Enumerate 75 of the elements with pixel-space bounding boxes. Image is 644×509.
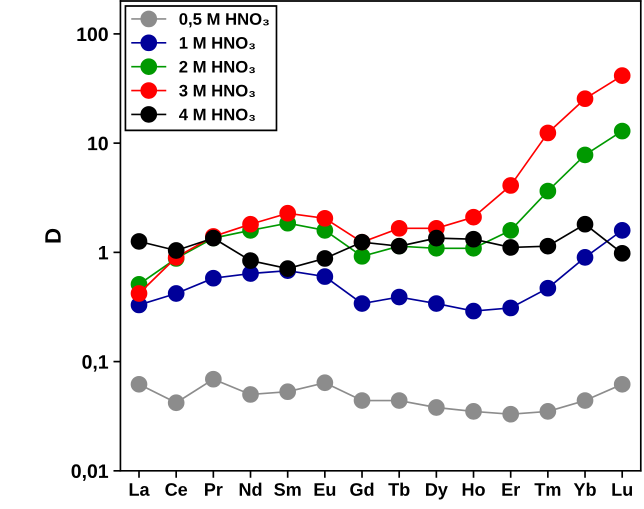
point [614,222,631,239]
point [390,220,408,237]
x-tick-label: Tm [534,483,560,496]
y-tick-label: 1 [99,246,108,260]
point [502,300,520,316]
point [540,280,556,297]
y-tick-label: 10 [88,136,108,150]
point [576,249,594,266]
point [465,403,482,420]
point [614,67,631,84]
point [130,233,148,250]
y-tick-label: 0,01 [72,464,108,481]
point [354,248,370,265]
x-tick-label: Pr [205,483,223,496]
point [168,242,185,259]
point [316,210,334,227]
point [279,204,296,222]
point [242,252,259,269]
point [168,394,185,412]
point [168,285,185,302]
point [242,216,259,233]
point [354,295,370,312]
y-axis-title: D [45,228,61,242]
point [540,403,556,420]
point [465,208,482,226]
point [540,124,556,142]
point [502,177,520,194]
point [614,244,631,262]
point [540,182,556,200]
point [576,146,594,164]
x-tick-label: Gd [350,482,374,496]
legend-label: 2 M HNO₃ [179,60,255,74]
point [316,374,334,392]
x-tick-label: Tb [388,482,410,496]
point [428,295,445,312]
x-tick-label: Sm [274,483,301,496]
point [130,285,148,302]
x-tick-label: Lu [612,483,632,496]
x-tick-label: Ho [462,483,485,496]
point [316,250,334,267]
point [576,90,594,108]
point [279,383,296,400]
legend-label: 0,5 M HNO₃ [179,13,269,28]
x-tick-label: Eu [314,483,336,496]
legend-label: 4 M HNO₃ [179,108,255,121]
point [465,302,482,320]
point [502,239,520,256]
x-tick-label: Yb [574,482,596,496]
point [576,216,594,233]
point [428,230,445,246]
x-tick-label: La [130,483,150,496]
y-tick-label: 0,1 [82,355,108,372]
point [614,122,631,140]
point [428,399,445,416]
point [502,406,520,423]
x-tick-label: Er [502,483,520,496]
x-tick-label: Nd [240,482,262,496]
point [242,386,259,403]
point [205,270,222,287]
point [502,222,520,239]
point [130,376,148,393]
point [390,392,408,409]
point [614,376,631,393]
point [540,238,556,254]
y-tick-label: 100 [77,27,108,42]
point [316,268,334,285]
x-tick-label: Dy [426,483,448,500]
legend-label: 1 M HNO₃ [180,36,255,50]
point [465,230,482,248]
point [205,370,222,388]
point [354,392,370,409]
legend-label: 3 M HNO₃ [179,84,255,97]
point [390,288,408,306]
x-tick-label: Ce [165,483,188,496]
point [576,392,594,409]
